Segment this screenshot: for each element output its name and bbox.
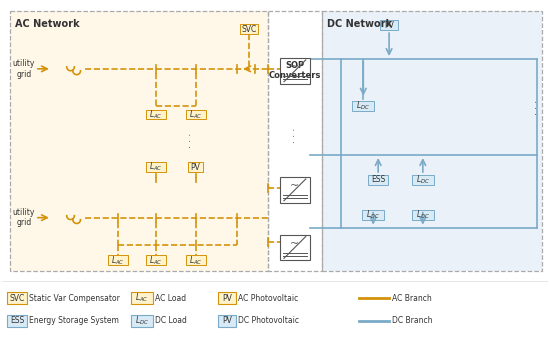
Bar (146, 162, 166, 172)
Text: SVC: SVC (9, 293, 25, 303)
Text: PV: PV (222, 293, 232, 303)
Text: utility
grid: utility grid (13, 59, 35, 79)
Bar (186, 110, 206, 119)
Bar (188, 162, 203, 172)
Bar (10, 11, 268, 271)
Text: DC Load: DC Load (155, 316, 187, 325)
Text: · · ·: · · · (186, 133, 196, 148)
Text: $L_{AC}$: $L_{AC}$ (135, 292, 149, 304)
Bar (131, 315, 153, 327)
Text: $L_{AC}$: $L_{AC}$ (149, 254, 163, 266)
Text: $L_{DC}$: $L_{DC}$ (416, 174, 430, 186)
Text: $L_{DC}$: $L_{DC}$ (135, 314, 149, 327)
Bar (412, 175, 434, 185)
Bar (368, 175, 388, 185)
Bar (362, 210, 384, 220)
Text: DC Network: DC Network (327, 19, 392, 29)
Bar (268, 11, 322, 271)
Bar (280, 234, 310, 260)
Text: ~: ~ (290, 239, 299, 249)
Text: ESS: ESS (10, 316, 24, 325)
Text: $L_{DC}$: $L_{DC}$ (416, 208, 430, 221)
Bar (10, 11, 268, 271)
Text: DC Branch: DC Branch (392, 316, 432, 325)
Text: $L_{DC}$: $L_{DC}$ (356, 99, 370, 112)
Text: SVC: SVC (241, 25, 257, 34)
Bar (280, 177, 310, 203)
Bar (322, 11, 542, 271)
Bar (412, 210, 434, 220)
Bar (146, 110, 166, 119)
Text: utility
grid: utility grid (13, 208, 35, 227)
Text: $L_{AC}$: $L_{AC}$ (189, 254, 202, 266)
Bar (108, 256, 128, 265)
Text: AC Load: AC Load (155, 293, 186, 303)
Bar (218, 292, 236, 304)
Text: $L_{AC}$: $L_{AC}$ (112, 254, 125, 266)
Text: · · ·: · · · (290, 128, 300, 143)
Bar (146, 256, 166, 265)
Text: DC Photovoltaic: DC Photovoltaic (238, 316, 299, 325)
Text: Energy Storage System: Energy Storage System (29, 316, 119, 325)
Bar (240, 24, 258, 34)
Text: PV: PV (191, 163, 201, 172)
Text: PV: PV (222, 316, 232, 325)
Text: Static Var Compensator: Static Var Compensator (29, 293, 120, 303)
Text: AC Network: AC Network (15, 19, 80, 29)
Bar (186, 256, 206, 265)
Text: $L_{AC}$: $L_{AC}$ (149, 161, 163, 173)
Bar (131, 292, 153, 304)
Text: AC Photovoltaic: AC Photovoltaic (238, 293, 299, 303)
Text: ~: ~ (290, 181, 299, 191)
Bar (322, 11, 542, 271)
Text: ESS: ESS (371, 176, 386, 185)
Bar (7, 315, 27, 327)
Text: $L_{DC}$: $L_{DC}$ (366, 208, 380, 221)
Bar (7, 292, 27, 304)
Text: $L_{AC}$: $L_{AC}$ (189, 108, 202, 121)
Bar (280, 58, 310, 84)
Text: AC Branch: AC Branch (392, 293, 432, 303)
Text: PV: PV (384, 21, 394, 30)
Text: $L_{AC}$: $L_{AC}$ (149, 108, 163, 121)
Bar (353, 101, 374, 111)
Text: ~: ~ (290, 62, 299, 72)
Text: SOP
Converters: SOP Converters (268, 61, 321, 80)
Text: · · ·: · · · (532, 99, 542, 115)
Bar (380, 20, 398, 30)
Bar (218, 315, 236, 327)
